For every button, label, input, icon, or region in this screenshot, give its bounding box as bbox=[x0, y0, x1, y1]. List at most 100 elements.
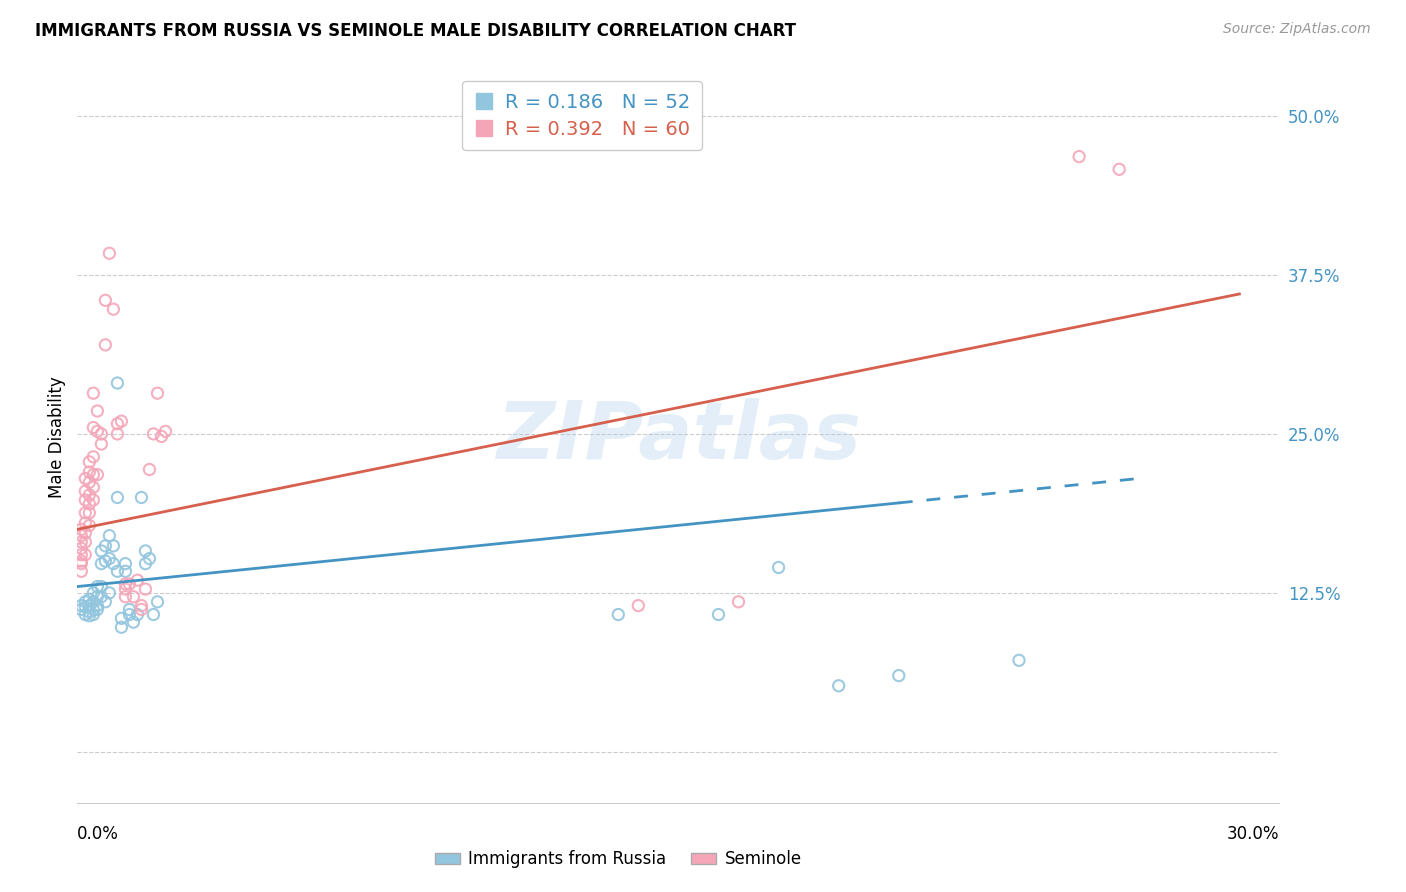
Point bbox=[86, 602, 108, 616]
Point bbox=[86, 425, 108, 439]
Point bbox=[75, 548, 97, 562]
Point bbox=[142, 607, 165, 622]
Point bbox=[70, 541, 93, 556]
Text: Source: ZipAtlas.com: Source: ZipAtlas.com bbox=[1223, 22, 1371, 37]
Point bbox=[146, 595, 169, 609]
Point bbox=[70, 564, 93, 578]
Point bbox=[110, 620, 132, 634]
Point bbox=[79, 506, 101, 520]
Point bbox=[134, 582, 156, 596]
Point bbox=[86, 580, 108, 594]
Text: 30.0%: 30.0% bbox=[1227, 825, 1279, 843]
Point bbox=[75, 535, 97, 549]
Point bbox=[134, 557, 156, 571]
Point bbox=[86, 599, 108, 613]
Text: ZIPatlas: ZIPatlas bbox=[496, 398, 860, 476]
Point bbox=[79, 497, 101, 511]
Point bbox=[79, 605, 101, 619]
Point bbox=[131, 602, 153, 616]
Point bbox=[75, 595, 97, 609]
Point bbox=[70, 557, 93, 571]
Point bbox=[103, 557, 125, 571]
Point bbox=[75, 471, 97, 485]
Point bbox=[107, 426, 129, 441]
Point bbox=[90, 557, 112, 571]
Point bbox=[82, 480, 104, 494]
Point bbox=[82, 607, 104, 622]
Point bbox=[86, 467, 108, 482]
Point bbox=[131, 599, 153, 613]
Text: IMMIGRANTS FROM RUSSIA VS SEMINOLE MALE DISABILITY CORRELATION CHART: IMMIGRANTS FROM RUSSIA VS SEMINOLE MALE … bbox=[35, 22, 796, 40]
Point bbox=[118, 607, 141, 622]
Point bbox=[118, 602, 141, 616]
Point bbox=[75, 484, 97, 499]
Point bbox=[114, 577, 136, 591]
Point bbox=[75, 516, 97, 530]
Point bbox=[94, 554, 117, 568]
Point bbox=[82, 493, 104, 508]
Point bbox=[98, 586, 121, 600]
Point bbox=[79, 475, 101, 490]
Point bbox=[70, 529, 93, 543]
Point bbox=[79, 599, 101, 613]
Point bbox=[90, 590, 112, 604]
Point bbox=[122, 615, 145, 629]
Point bbox=[627, 599, 650, 613]
Point bbox=[79, 455, 101, 469]
Point bbox=[768, 560, 790, 574]
Point bbox=[887, 668, 910, 682]
Point bbox=[110, 611, 132, 625]
Point bbox=[82, 467, 104, 482]
Point bbox=[79, 608, 101, 623]
Point bbox=[727, 595, 749, 609]
Point bbox=[107, 564, 129, 578]
Point bbox=[86, 404, 108, 418]
Point bbox=[107, 491, 129, 505]
Point bbox=[75, 526, 97, 541]
Point bbox=[79, 488, 101, 502]
Point bbox=[138, 551, 160, 566]
Point bbox=[114, 557, 136, 571]
Point bbox=[828, 679, 851, 693]
Point bbox=[155, 425, 177, 439]
Point bbox=[98, 551, 121, 566]
Point bbox=[86, 590, 108, 604]
Point bbox=[1108, 162, 1130, 177]
Point bbox=[70, 602, 93, 616]
Point bbox=[82, 420, 104, 434]
Point bbox=[82, 450, 104, 464]
Point bbox=[90, 544, 112, 558]
Point bbox=[110, 414, 132, 428]
Point bbox=[127, 607, 149, 622]
Point bbox=[82, 602, 104, 616]
Point bbox=[103, 302, 125, 317]
Point bbox=[134, 544, 156, 558]
Point bbox=[114, 582, 136, 596]
Point bbox=[94, 539, 117, 553]
Point bbox=[90, 426, 112, 441]
Point bbox=[150, 429, 173, 443]
Point bbox=[607, 607, 630, 622]
Point bbox=[79, 518, 101, 533]
Point bbox=[75, 493, 97, 508]
Point bbox=[146, 386, 169, 401]
Point bbox=[75, 607, 97, 622]
Point bbox=[79, 592, 101, 607]
Point bbox=[98, 246, 121, 260]
Point bbox=[98, 529, 121, 543]
Point bbox=[70, 535, 93, 549]
Point bbox=[107, 417, 129, 431]
Point bbox=[94, 595, 117, 609]
Point bbox=[114, 564, 136, 578]
Point bbox=[70, 599, 93, 613]
Point bbox=[131, 491, 153, 505]
Y-axis label: Male Disability: Male Disability bbox=[48, 376, 66, 498]
Point bbox=[82, 595, 104, 609]
Point bbox=[94, 338, 117, 352]
Point bbox=[103, 539, 125, 553]
Point bbox=[70, 522, 93, 536]
Point bbox=[1008, 653, 1031, 667]
Point bbox=[75, 599, 97, 614]
Point bbox=[82, 386, 104, 401]
Point bbox=[82, 586, 104, 600]
